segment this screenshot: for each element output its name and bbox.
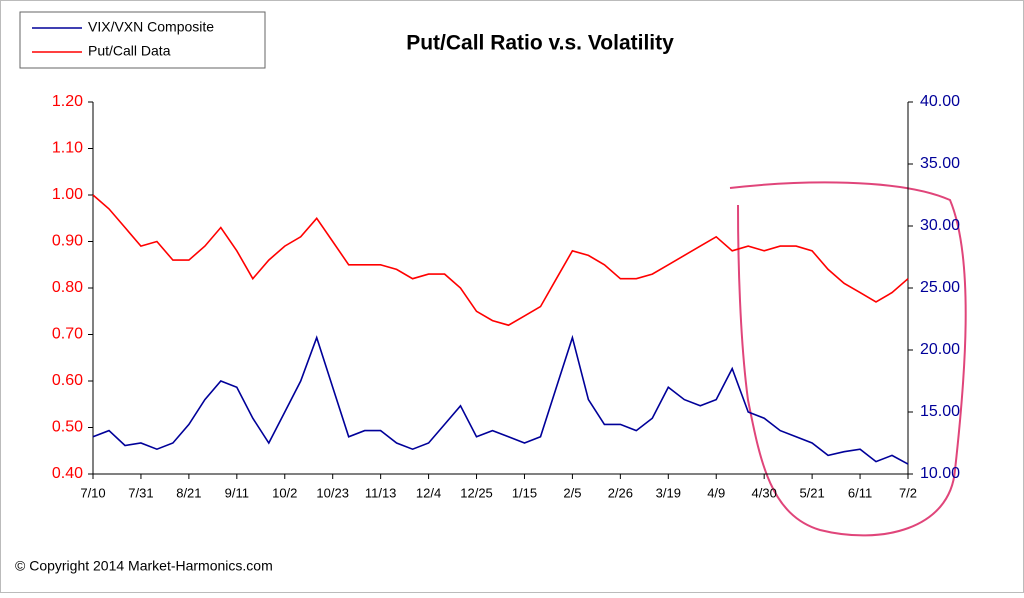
x-tick-label: 9/11	[225, 485, 249, 500]
x-tick-label: 6/11	[848, 485, 872, 500]
x-tick-label: 7/10	[80, 485, 105, 500]
series-line	[92, 194, 909, 327]
y2-tick-label: 35.00	[920, 155, 960, 172]
x-tick-label: 7/31	[128, 485, 153, 500]
y2-tick-label: 10.00	[920, 465, 960, 482]
y2-tick-label: 15.00	[920, 403, 960, 420]
x-tick-label: 11/13	[365, 485, 397, 500]
x-tick-label: 12/4	[416, 485, 441, 500]
y-tick-label: 0.50	[52, 419, 83, 436]
x-tick-label: 2/26	[608, 485, 633, 500]
x-tick-label: 3/19	[656, 485, 681, 500]
y-tick-label: 0.60	[52, 372, 83, 389]
x-tick-label: 10/23	[316, 485, 349, 500]
y-tick-label: 0.80	[52, 279, 83, 296]
y2-tick-label: 25.00	[920, 279, 960, 296]
x-tick-label: 2/5	[563, 485, 581, 500]
x-tick-label: 7/2	[899, 485, 917, 500]
y-tick-label: 0.70	[52, 326, 83, 343]
x-tick-label: 4/30	[752, 485, 777, 500]
series-line	[92, 334, 909, 465]
chart-title: Put/Call Ratio v.s. Volatility	[406, 32, 674, 55]
legend-label: Put/Call Data	[88, 43, 171, 59]
x-tick-label: 4/9	[707, 485, 725, 500]
x-tick-label: 10/2	[272, 485, 297, 500]
y-tick-label: 1.20	[52, 93, 83, 110]
y2-tick-label: 30.00	[920, 217, 960, 234]
legend-label: VIX/VXN Composite	[88, 19, 214, 35]
y-tick-label: 0.90	[52, 233, 83, 250]
y-tick-label: 1.00	[52, 186, 83, 203]
y2-tick-label: 40.00	[920, 93, 960, 110]
y-tick-label: 1.10	[52, 140, 83, 157]
legend-box	[19, 11, 266, 69]
footer: © Copyright 2014 Market-Harmonics.com	[15, 558, 273, 574]
y-tick-label: 0.40	[52, 465, 83, 482]
x-tick-label: 8/21	[176, 485, 201, 500]
x-tick-label: 5/21	[799, 485, 824, 500]
y2-tick-label: 20.00	[920, 341, 960, 358]
x-tick-label: 12/25	[460, 485, 493, 500]
annotation-circle	[729, 181, 967, 537]
x-tick-label: 1/15	[512, 485, 537, 500]
